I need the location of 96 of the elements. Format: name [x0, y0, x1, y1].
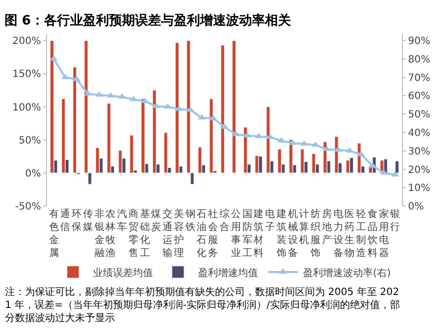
x-tick-label: 环保: [72, 209, 82, 233]
bar: [141, 98, 145, 174]
x-tick-label: 建筑装饰: [275, 208, 286, 259]
x-tick-label: 建筑材料: [252, 208, 264, 259]
bar: [350, 157, 354, 174]
point: [334, 146, 342, 152]
bar: [220, 45, 225, 174]
bar: [278, 148, 282, 174]
y2-tick-label: 50%: [408, 110, 430, 121]
point: [61, 74, 70, 80]
point: [209, 114, 218, 120]
bar: [118, 150, 122, 174]
point: [232, 130, 240, 136]
bar: [50, 40, 54, 174]
legend-label: 盈利增速波动率(右): [303, 266, 391, 279]
x-tick-label: 钢铁: [184, 209, 196, 233]
bar: [72, 66, 77, 174]
y-tick-label: 150%: [12, 69, 41, 80]
bar: [106, 103, 111, 174]
bar: [198, 146, 202, 174]
bar: [152, 90, 156, 174]
x-tick-label: 汽车: [117, 208, 128, 233]
x-tick-label: 家用电器: [378, 208, 389, 259]
x-tick-label: 机械设备: [288, 208, 298, 259]
x-tick-label: 医药生物: [344, 209, 355, 259]
y2-tick-label: 10%: [408, 183, 430, 194]
x-tick-label: 公用事业: [230, 208, 241, 259]
text: 注：为保证可比，剔除掉当年年初预期值有缺失的公司，数据时间区间为 2005 年至 2021 年，误差=（当年年初预期归母净利润-实际归母净利润）/实际归母净利润的绝对值，部分数据波动过大未予显示: [5, 286, 400, 324]
x-tick-label: 非银金融: [93, 208, 104, 259]
bar: [61, 98, 66, 174]
bar: [300, 148, 304, 174]
point: [186, 106, 194, 112]
bar: [96, 148, 100, 174]
point: [95, 91, 104, 97]
bar: [384, 158, 388, 174]
bar: [130, 134, 134, 174]
x-tick-label: 电力设备: [333, 208, 344, 259]
x-tick-label: 基础化工: [138, 208, 150, 259]
x-tick-label: 银行: [389, 209, 400, 233]
bar: [346, 160, 350, 174]
x-tick-label: 房地产: [320, 208, 332, 246]
point: [50, 55, 58, 61]
bar: [243, 127, 248, 174]
point: [277, 137, 286, 143]
x-tick-label: 交通运输: [162, 208, 173, 259]
x-tick-label: 轻工制造: [356, 208, 366, 259]
legend-label: 盈利增速均值: [198, 266, 258, 279]
point: [391, 171, 400, 177]
bar: [209, 98, 214, 174]
bar: [312, 153, 316, 174]
y2-tick-label: 40%: [408, 128, 430, 139]
x-tick-label: 石油石化: [196, 209, 207, 259]
bar: [334, 136, 338, 174]
point: [380, 169, 388, 175]
bar: [175, 42, 180, 174]
y2-tick-label: 80%: [408, 54, 430, 66]
x-tick-label: 综合: [220, 208, 230, 233]
chart-title: 图 6：各行业盈利预期误差与盈利增速波动率相关: [4, 12, 292, 29]
y-tick-label: -50%: [15, 202, 41, 212]
point: [140, 98, 149, 104]
y2-tick-label: 60%: [408, 91, 430, 102]
x-tick-label: 煤炭: [151, 208, 162, 233]
x-tick-label: 商贸零售: [128, 208, 138, 259]
point: [84, 90, 92, 96]
bar: [266, 106, 270, 174]
bar: [254, 155, 259, 174]
x-tick-label: 计算机: [299, 208, 310, 246]
x-tick-label: 美容护理: [172, 208, 184, 259]
point: [254, 132, 263, 138]
bar: [395, 160, 399, 174]
point: [118, 93, 126, 99]
x-tick-label: 农林牧渔: [104, 209, 116, 259]
x-tick-label: 电子: [265, 208, 276, 233]
bar: [164, 132, 168, 174]
point: [300, 140, 308, 146]
y2-tick-label: 0%: [408, 202, 424, 212]
x-tick-label: 通信: [60, 208, 70, 233]
y2-tick-label: 30%: [408, 146, 430, 158]
x-tick-label: 国防军工: [242, 209, 252, 259]
y-tick-label: 0%: [25, 168, 41, 180]
y2-tick-label: 70%: [408, 72, 430, 84]
y-tick-label: 50%: [18, 135, 41, 146]
y-tick-label: 100%: [12, 102, 41, 114]
x-tick-label: 社会服务: [208, 208, 218, 259]
y2-tick-label: 20%: [408, 164, 430, 176]
bar: [258, 156, 262, 174]
x-tick-label: 食品饮料: [366, 208, 378, 259]
x-tick-label: 有色金属: [48, 208, 59, 259]
y-tick-label: 200%: [12, 36, 41, 48]
legend-label: 业绩误差均值: [93, 266, 153, 279]
bar: [232, 40, 236, 174]
x-tick-label: 纺织服饰: [310, 208, 321, 259]
point: [198, 114, 206, 120]
x-tick-label: 传媒: [82, 209, 93, 233]
y2-tick-label: 90%: [408, 36, 430, 48]
point: [164, 103, 172, 109]
